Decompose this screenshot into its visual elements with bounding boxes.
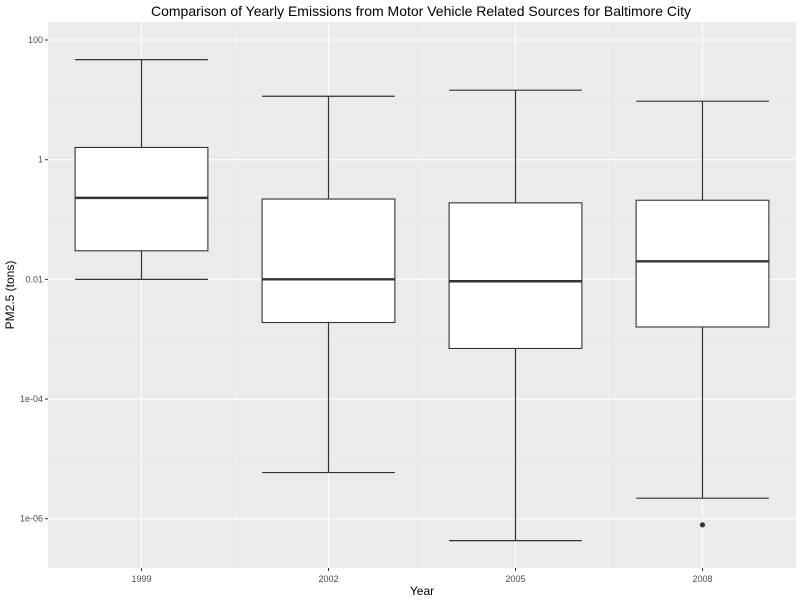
chart-title: Comparison of Yearly Emissions from Moto… <box>151 3 691 19</box>
x-tick-label: 2008 <box>692 574 712 584</box>
y-axis-title: PM2.5 (tons) <box>3 261 17 330</box>
x-tick-label: 2005 <box>505 574 525 584</box>
iqr-box <box>261 198 396 324</box>
box-2008 <box>635 100 770 528</box>
x-axis-title: Year <box>410 584 434 598</box>
y-tick-label: 1e-06 <box>20 514 43 524</box>
x-tick-label: 1999 <box>131 574 151 584</box>
y-tick-label: 1e-04 <box>20 394 43 404</box>
iqr-box <box>74 146 209 252</box>
y-tick-label: 100 <box>28 35 43 45</box>
box-series <box>74 59 770 542</box>
x-tick-label: 2002 <box>318 574 338 584</box>
iqr-box <box>448 202 583 350</box>
x-axis: 1999 2002 2005 2008 <box>131 568 713 584</box>
y-tick-label: 0.01 <box>25 274 43 284</box>
box-1999 <box>74 59 209 280</box>
box-2002 <box>261 95 396 474</box>
outlier-point <box>699 522 706 528</box>
box-2005 <box>448 89 583 542</box>
y-tick-label: 1 <box>38 155 43 165</box>
iqr-box <box>635 199 770 328</box>
y-axis: 100 1 0.01 1e-04 1e-06 <box>20 35 48 524</box>
